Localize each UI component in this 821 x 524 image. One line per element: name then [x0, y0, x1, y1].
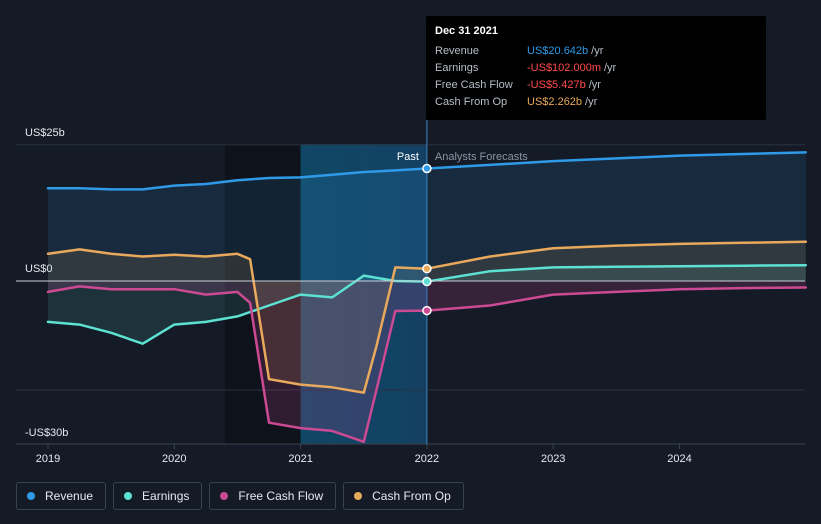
series-lines	[16, 151, 808, 444]
x-tick-label-2024: 2024	[667, 453, 691, 465]
legend-dot-icon	[124, 492, 133, 500]
chart: US$25b US$0 -US$30b Past Analysts Foreca…	[16, 120, 808, 465]
legend-label: Earnings	[142, 489, 190, 503]
x-tick-label-2020: 2020	[162, 453, 186, 465]
marker-cash-from-op	[422, 263, 432, 274]
area-earnings	[48, 265, 806, 344]
tooltip-value: US$2.262b	[527, 96, 583, 108]
tooltip-rows: Revenue US$20.642b/yr Earnings -US$102.000m…	[435, 43, 757, 111]
legend-item-free-cash-flow[interactable]: Free Cash Flow	[209, 482, 337, 510]
legend-label: Cash From Op	[372, 489, 451, 503]
legend-dot-icon	[354, 492, 363, 500]
tooltip-label: Revenue	[435, 45, 480, 57]
tooltip-unit: /yr	[591, 45, 604, 57]
tooltip-row-earnings: Earnings -US$102.000m/yr	[435, 60, 757, 77]
legend: Revenue Earnings Free Cash Flow Cash From O…	[16, 482, 464, 512]
legend-item-earnings[interactable]: Earnings	[113, 482, 203, 510]
past-label: Past	[397, 151, 419, 163]
tooltip-date: Dec 31 2021	[435, 25, 498, 37]
tooltip-row-free-cash-flow: Free Cash Flow -US$5.427b/yr	[435, 77, 757, 94]
forecast-label: Analysts Forecasts	[435, 151, 528, 163]
tooltip: Dec 31 2021 Revenue US$20.642b/yr Earnings…	[426, 16, 766, 120]
legend-label: Free Cash Flow	[238, 489, 324, 503]
x-axis-ticks: 2019 2020 2021 2022 2023 2024	[36, 444, 692, 465]
legend-dot-icon	[220, 492, 229, 500]
tooltip-row-cash-from-op: Cash From Op US$2.262b/yr	[435, 94, 757, 111]
past-highlight	[300, 144, 427, 444]
tooltip-value: -US$102.000m	[527, 62, 601, 74]
y-bottom-label: -US$30b	[25, 427, 68, 439]
tooltip-unit: /yr	[585, 96, 598, 108]
grid	[16, 144, 805, 445]
line-revenue	[46, 151, 808, 191]
marker-earnings	[422, 276, 432, 287]
y-zero-label: US$0	[25, 263, 53, 275]
x-tick-label-2019: 2019	[36, 453, 60, 465]
line-free-cash-flow	[46, 285, 808, 444]
tooltip-value: US$20.642b	[527, 45, 589, 57]
tooltip-unit: /yr	[604, 62, 617, 74]
marker-revenue	[422, 163, 432, 174]
legend-dot-icon	[27, 492, 35, 500]
tooltip-markers	[422, 163, 432, 316]
tooltip-label: Free Cash Flow	[435, 79, 513, 91]
x-tick-label-2021: 2021	[288, 453, 312, 465]
past-highlight-dark	[224, 144, 301, 444]
tooltip-label: Earnings	[435, 62, 479, 74]
x-tick-label-2022: 2022	[415, 453, 439, 465]
marker-free-cash-flow	[422, 305, 432, 316]
area-cash-from-op	[48, 241, 806, 393]
line-earnings	[46, 263, 808, 345]
legend-item-revenue[interactable]: Revenue	[16, 482, 107, 510]
y-top-label: US$25b	[25, 127, 65, 139]
x-tick-label-2023: 2023	[541, 453, 565, 465]
legend-label: Revenue	[45, 489, 94, 503]
legend-item-cash-from-op[interactable]: Cash From Op	[343, 482, 464, 510]
tooltip-row-revenue: Revenue US$20.642b/yr	[435, 43, 757, 60]
line-cash-from-op	[46, 240, 808, 394]
tooltip-value: -US$5.427b	[527, 79, 586, 91]
tooltip-unit: /yr	[588, 79, 601, 91]
tooltip-label: Cash From Op	[435, 96, 508, 108]
